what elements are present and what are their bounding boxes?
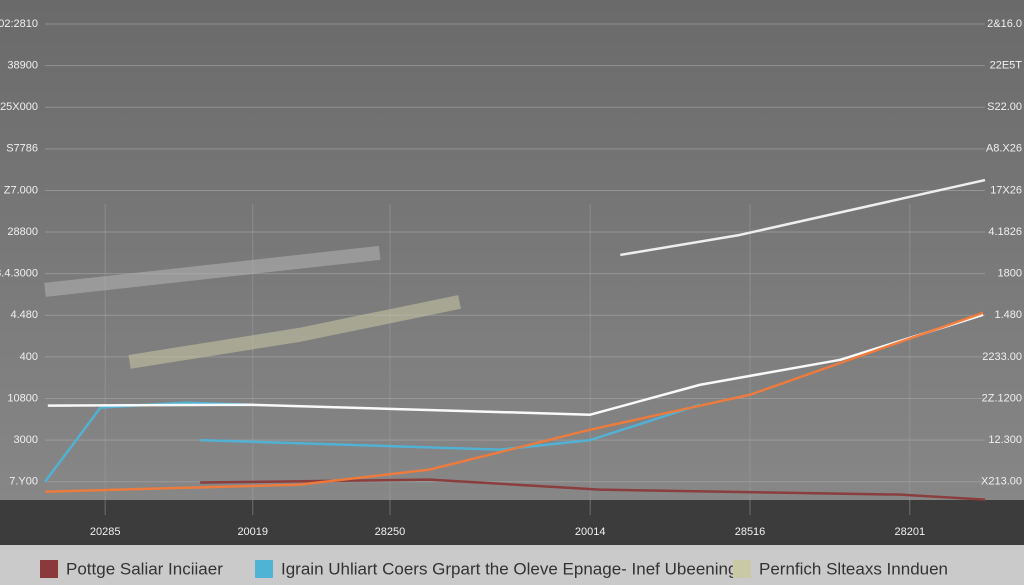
legend-label: Pernfich Slteaxs Innduen [759,559,948,578]
y-tick-label: 3.4.3000 [0,268,38,280]
legend-swatch [255,560,273,578]
y-tick-label: 38900 [7,60,38,72]
y-tick-label: 02:2810 [0,18,38,30]
y-tick-label: Z7.000 [4,184,38,196]
line [44,311,984,493]
x-tick-label: 28250 [375,526,406,538]
y-tick-label: 400 [20,351,38,363]
y-tick-label: 4.480 [10,309,38,321]
legend-band [0,545,1024,585]
y-tick-label: 3000 [14,434,38,446]
y-tick-label: 7.Y00 [9,476,38,488]
legend-label: Igrain Uhliart Coers Grpart the Oleve Ep… [281,559,737,578]
x-tick-label: 28516 [735,526,766,538]
y2-tick-label: A8.X26 [986,143,1022,155]
line [200,478,986,501]
y2-tick-label: 12.300 [988,434,1022,446]
y-tick-label: 25X000 [0,101,38,113]
legend-swatch [40,560,58,578]
y2-tick-label: 2&16.0 [987,18,1022,30]
y2-tick-label: 22E5T [990,60,1023,72]
y2-tick-label: X213.00 [981,476,1022,488]
y2-tick-label: 2Z.1200 [982,392,1022,404]
band-line [128,295,461,369]
axis-band [0,500,1024,545]
y-tick-label: S7786 [6,143,38,155]
line [47,313,984,416]
x-tick-label: 20019 [237,526,268,538]
x-tick-label: 20014 [575,526,606,538]
y2-tick-label: 4.1826 [988,226,1022,238]
y-tick-label: 28800 [7,226,38,238]
band-line [44,245,381,297]
y2-tick-label: 17X26 [990,184,1022,196]
y2-tick-label: 2233.00 [982,351,1022,363]
line [620,178,986,257]
y2-tick-label: S22.00 [987,101,1022,113]
legend-label: Pottge Saliar Inciiaer [66,559,223,578]
y2-tick-label: 1800 [998,268,1022,280]
legend-swatch [733,560,751,578]
y-tick-label: 10800 [7,392,38,404]
x-tick-label: 28201 [895,526,926,538]
x-tick-label: 20285 [90,526,121,538]
y2-tick-label: 1.480 [994,309,1022,321]
